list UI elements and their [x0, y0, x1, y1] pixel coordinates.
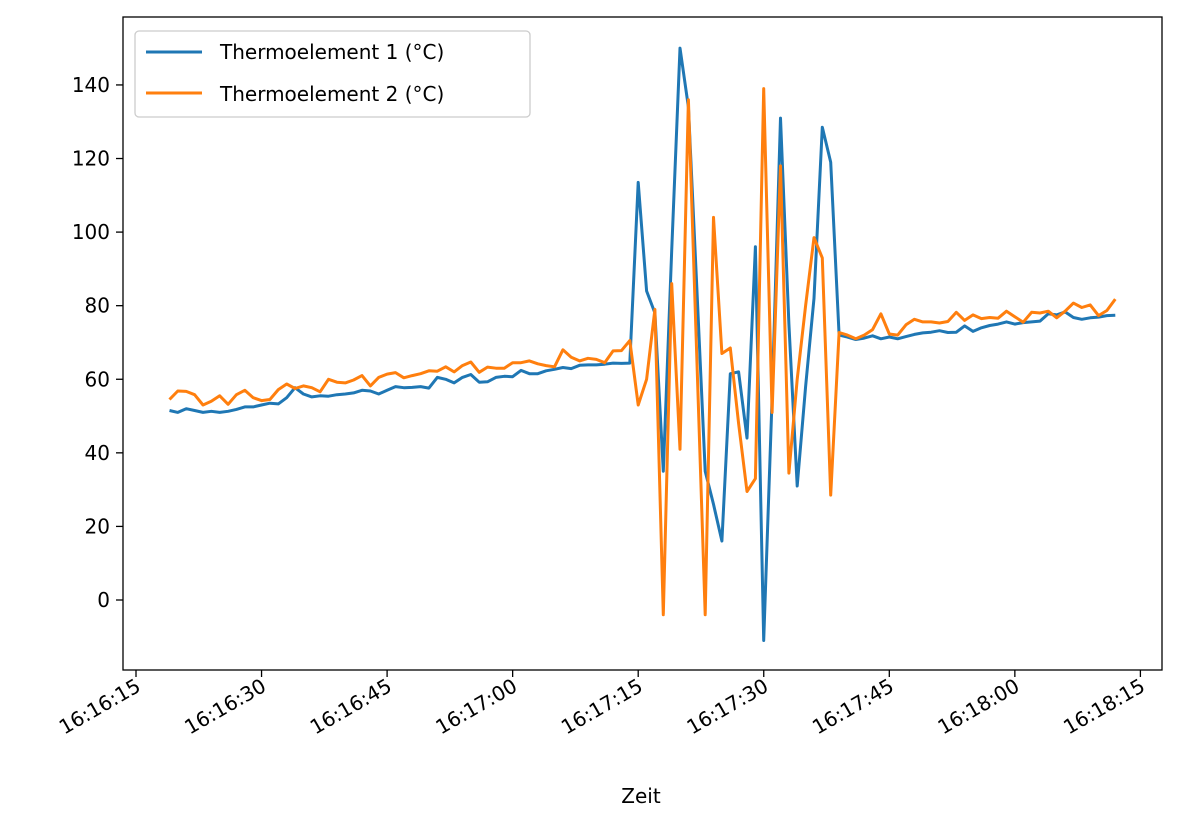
series-line-thermoelement-2 [168, 87, 1117, 617]
y-tick-label: 120 [72, 147, 110, 171]
plot-frame [122, 16, 1163, 671]
y-tick-label: 100 [72, 220, 110, 244]
legend-label-thermoelement-2: Thermoelement 2 (°C) [219, 82, 444, 106]
legend-label-thermoelement-1: Thermoelement 1 (°C) [219, 40, 444, 64]
y-tick-label: 60 [85, 367, 110, 391]
y-tick-label: 140 [72, 73, 110, 97]
y-tick-label: 20 [85, 514, 110, 538]
legend: Thermoelement 1 (°C) Thermoelement 2 (°C… [134, 30, 531, 118]
x-axis-label: Zeit [621, 784, 661, 808]
y-tick-label: 80 [85, 294, 110, 318]
series-line-thermoelement-1 [169, 46, 1116, 642]
y-axis: 0 20 40 60 80 100 120 140 [72, 73, 123, 612]
series-layer [168, 46, 1117, 642]
y-tick-label: 0 [97, 588, 110, 612]
y-tick-label: 40 [85, 441, 110, 465]
legend-box [134, 30, 531, 118]
